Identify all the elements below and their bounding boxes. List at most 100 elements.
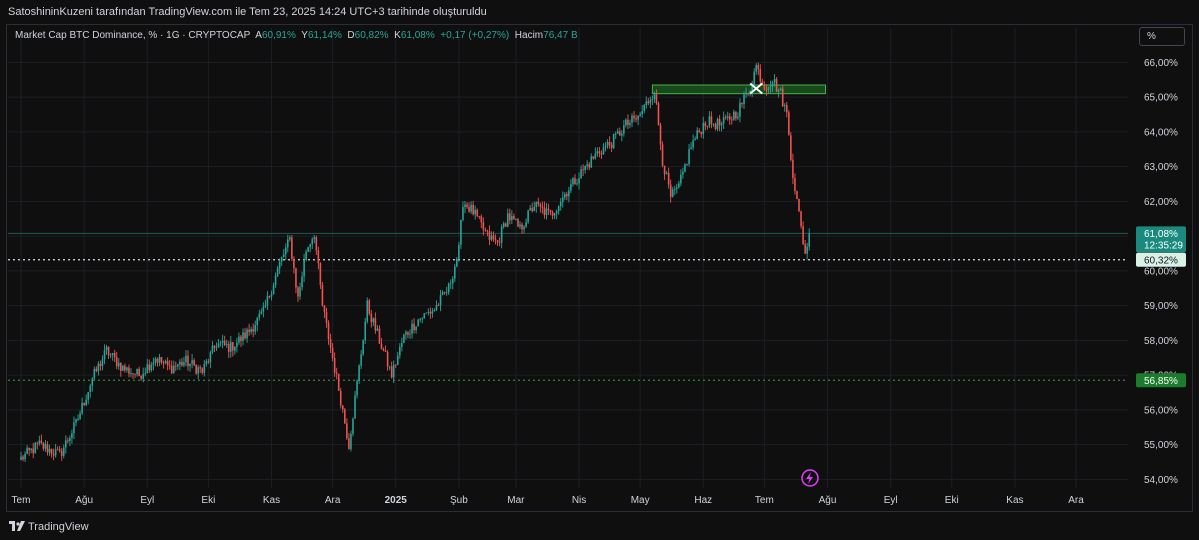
- candle-body: [256, 317, 259, 326]
- candle-body: [32, 448, 35, 454]
- candle-body: [401, 342, 403, 347]
- candle-body: [65, 440, 67, 448]
- candle-body: [415, 326, 417, 331]
- candle-body: [427, 312, 430, 313]
- candle-body: [134, 373, 136, 375]
- candle-body: [350, 433, 352, 450]
- candle-body: [207, 361, 210, 363]
- candle-body: [498, 242, 501, 244]
- candle-body: [158, 357, 161, 363]
- candle-body: [468, 207, 470, 212]
- candle-body: [268, 296, 271, 297]
- tradingview-logo-icon: [9, 521, 25, 531]
- candle-body: [97, 363, 100, 372]
- candle-body: [502, 223, 505, 227]
- candle-body: [289, 237, 291, 240]
- candle-body: [431, 311, 434, 314]
- candle-body: [411, 323, 413, 334]
- y-tick-label: 63,00%: [1144, 162, 1178, 173]
- candle-body: [612, 133, 615, 148]
- candle-body: [62, 447, 65, 456]
- candle-body: [535, 201, 538, 208]
- current-price-badge: [1136, 226, 1186, 253]
- footer-brand: TradingView: [28, 521, 89, 533]
- candle-body: [545, 208, 548, 216]
- candle-body: [771, 82, 774, 87]
- candle-body: [456, 258, 458, 267]
- candle-body: [671, 189, 674, 197]
- candle-body: [539, 204, 542, 207]
- candle-body: [142, 373, 145, 379]
- candle-body: [515, 219, 517, 220]
- candle-body: [618, 131, 621, 136]
- candle-body: [295, 268, 297, 288]
- candle-body: [42, 442, 45, 449]
- candle-body: [733, 111, 735, 120]
- candle-body: [311, 239, 314, 245]
- candle-body: [195, 365, 197, 374]
- level-badge-white: [1136, 252, 1186, 267]
- candle-body: [221, 340, 224, 343]
- top-caption-bar: SatoshininKuzeni tarafından TradingView.…: [0, 0, 1199, 24]
- candle-body: [229, 342, 232, 352]
- candle-body: [85, 399, 87, 406]
- candle-body: [783, 105, 786, 107]
- resistance-zone[interactable]: [651, 84, 826, 95]
- candle-body: [417, 319, 419, 327]
- candle-body: [533, 207, 536, 212]
- candle-body: [735, 111, 737, 119]
- price-axis[interactable]: 54,00%55,00%56,00%57,00%58,00%59,00%60,0…: [1136, 58, 1186, 486]
- x-tick-label: Tem: [12, 495, 31, 506]
- candle-body: [162, 362, 165, 364]
- candle-body: [238, 336, 240, 343]
- candle-body: [584, 165, 586, 171]
- candle-body: [138, 368, 140, 376]
- candle-body: [284, 247, 287, 255]
- candle-body: [303, 259, 305, 277]
- candle-body: [460, 219, 462, 245]
- chart-frame[interactable]: [6, 24, 1193, 512]
- candle-body: [476, 209, 479, 217]
- candle-body: [576, 183, 578, 185]
- candle-body: [443, 291, 446, 293]
- x-tick-label: Ara: [1068, 495, 1084, 506]
- candle-body: [321, 284, 324, 306]
- candle-body: [69, 438, 71, 441]
- candle-body: [211, 345, 214, 353]
- x-mark-icon: [749, 82, 763, 95]
- candle-body: [246, 329, 248, 339]
- candle-body: [509, 213, 511, 221]
- x-tick-label: Haz: [694, 495, 712, 506]
- time-axis[interactable]: Tem Ağu Eyl Eki Kas Ara 2025 Şub Mar Nis May Haz Tem…: [12, 495, 1085, 506]
- candle-body: [557, 206, 560, 212]
- candle-body: [348, 438, 350, 450]
- candle-body: [150, 364, 153, 371]
- candle-body: [541, 206, 544, 208]
- candle-body: [117, 362, 120, 367]
- candle-body: [523, 226, 525, 230]
- y-tick-label: 55,00%: [1144, 440, 1178, 451]
- candle-body: [767, 87, 770, 90]
- candle-body: [731, 119, 733, 121]
- flash-icon[interactable]: [801, 469, 819, 487]
- candle-body: [93, 368, 96, 379]
- candle-body: [30, 448, 32, 451]
- candle-body: [307, 247, 309, 252]
- candle-body: [236, 342, 238, 347]
- candle-body: [79, 413, 81, 420]
- percent-scale-button[interactable]: %: [1139, 27, 1185, 46]
- candle-body: [376, 328, 379, 331]
- candle-body: [743, 94, 745, 105]
- y-tick-label: 60,00%: [1144, 266, 1178, 277]
- candle-body: [99, 363, 102, 367]
- candle-body: [682, 171, 684, 175]
- candle-body: [647, 101, 650, 104]
- candle-body: [22, 456, 24, 460]
- x-tick-label: 2025: [385, 495, 408, 506]
- candle-body: [264, 305, 267, 307]
- candle-body: [525, 222, 527, 227]
- candle-body: [794, 178, 796, 192]
- candle-body: [657, 103, 660, 126]
- candle-body: [800, 211, 802, 227]
